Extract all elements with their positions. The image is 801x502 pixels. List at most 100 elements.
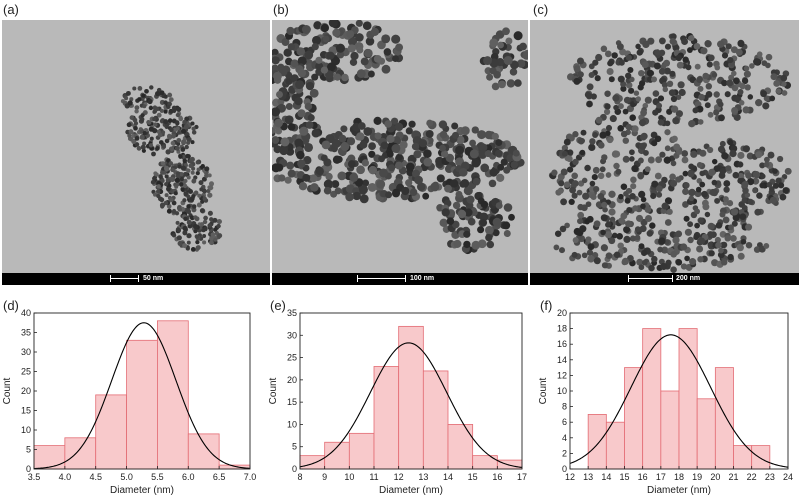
- nanoparticle: [631, 165, 639, 173]
- nanoparticle: [212, 217, 218, 223]
- nanoparticle: [584, 218, 590, 225]
- nanoparticle: [172, 108, 177, 113]
- nanoparticle: [451, 122, 459, 130]
- nanoparticle: [752, 171, 761, 179]
- nanoparticle: [731, 70, 737, 77]
- nanoparticle: [213, 237, 218, 242]
- nanoparticle: [753, 58, 761, 66]
- y-tick-label: 0: [562, 464, 567, 474]
- histogram-bar: [157, 320, 189, 470]
- nanoparticle: [640, 196, 647, 203]
- nanoparticle: [568, 198, 575, 206]
- nanoparticle: [642, 40, 650, 49]
- histogram-bar: [187, 433, 220, 470]
- nanoparticle: [148, 105, 154, 111]
- nanoparticle: [724, 91, 731, 98]
- scalebar-label-b: 100 nm: [410, 275, 435, 282]
- nanoparticle: [149, 136, 154, 141]
- nanoparticle: [737, 252, 745, 260]
- nanoparticle: [717, 251, 725, 259]
- nanoparticle: [360, 194, 369, 203]
- nanoparticle: [207, 173, 212, 178]
- nanoparticle: [395, 43, 404, 52]
- panel-label-a: (a): [3, 2, 19, 17]
- nanoparticle: [620, 212, 628, 220]
- nanoparticle: [571, 251, 578, 258]
- nanoparticle: [139, 134, 145, 140]
- nanoparticle: [209, 236, 215, 242]
- y-tick-label: 14: [557, 355, 567, 365]
- nanoparticle: [753, 246, 761, 253]
- nanoparticle: [634, 234, 641, 241]
- nanoparticle: [438, 120, 448, 129]
- nanoparticle: [440, 150, 449, 158]
- nanoparticle: [586, 83, 594, 91]
- nanoparticle: [608, 208, 616, 216]
- nanoparticle: [592, 59, 599, 66]
- nanoparticle: [445, 153, 454, 163]
- y-tick-label: 25: [287, 353, 297, 363]
- histogram-f-svg: 12 13 14 15 16 17 18 19 20 21 22 23 2402468101214161…: [538, 308, 793, 496]
- nanoparticle: [603, 108, 611, 115]
- nanoparticle: [635, 43, 641, 50]
- nanoparticle: [294, 138, 304, 148]
- nanoparticle: [173, 191, 178, 196]
- nanoparticle: [593, 220, 601, 228]
- nanoparticle: [503, 203, 513, 212]
- nanoparticle: [436, 174, 445, 183]
- tem-particles-a: [2, 20, 270, 285]
- nanoparticle: [176, 130, 181, 135]
- nanoparticle: [374, 132, 382, 140]
- nanoparticle: [739, 213, 747, 221]
- nanoparticle: [600, 229, 606, 236]
- nanoparticle: [664, 43, 672, 50]
- nanoparticle: [607, 60, 614, 67]
- histogram-bar: [33, 445, 66, 470]
- nanoparticle: [278, 174, 286, 182]
- x-tick-label: 11: [369, 472, 378, 482]
- nanoparticle: [347, 36, 358, 46]
- nanoparticle: [503, 166, 511, 174]
- nanoparticle: [714, 197, 721, 204]
- nanoparticle: [670, 179, 678, 187]
- nanoparticle: [285, 78, 293, 85]
- nanoparticle: [664, 145, 671, 152]
- nanoparticle: [159, 108, 164, 113]
- nanoparticle: [616, 233, 623, 240]
- nanoparticle: [675, 54, 683, 62]
- nanoparticle: [381, 34, 391, 44]
- nanoparticle: [661, 202, 669, 210]
- nanoparticle: [717, 145, 725, 153]
- nanoparticle: [477, 130, 487, 140]
- nanoparticle: [638, 264, 645, 271]
- x-tick-label: 6.0: [182, 472, 195, 482]
- nanoparticle: [139, 116, 145, 122]
- nanoparticle: [479, 143, 488, 152]
- nanoparticle: [620, 130, 628, 138]
- nanoparticle: [784, 167, 792, 175]
- nanoparticle: [773, 80, 781, 87]
- nanoparticle: [754, 208, 762, 216]
- nanoparticle: [506, 79, 516, 88]
- nanoparticle: [216, 219, 222, 225]
- nanoparticle: [142, 104, 147, 109]
- nanoparticle: [156, 112, 162, 118]
- nanoparticle: [641, 61, 649, 69]
- nanoparticle: [126, 122, 132, 128]
- nanoparticle: [147, 98, 153, 105]
- nanoparticle: [637, 173, 644, 180]
- nanoparticle: [604, 50, 612, 58]
- nanoparticle: [287, 43, 296, 51]
- nanoparticle: [650, 192, 657, 200]
- nanoparticle: [672, 117, 680, 125]
- nanoparticle: [505, 37, 513, 45]
- nanoparticle: [132, 86, 137, 91]
- nanoparticle: [272, 136, 280, 144]
- nanoparticle: [180, 187, 185, 192]
- nanoparticle: [763, 156, 770, 163]
- nanoparticle: [564, 222, 570, 229]
- nanoparticle: [658, 49, 666, 56]
- nanoparticle: [184, 144, 189, 150]
- nanoparticle: [356, 132, 365, 141]
- nanoparticle: [682, 56, 689, 63]
